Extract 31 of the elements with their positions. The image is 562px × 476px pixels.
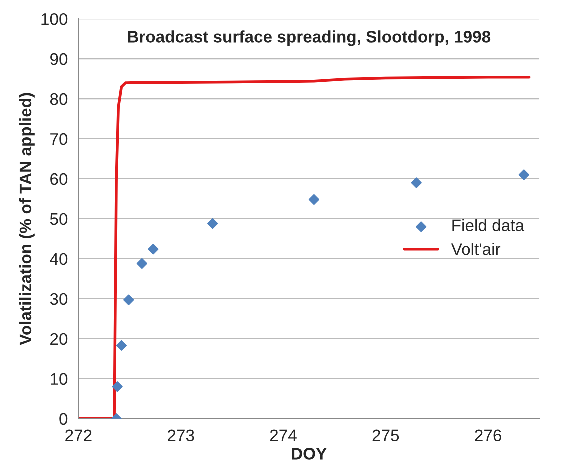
x-tick-label: 276 [475, 430, 502, 442]
x-tick-label: 272 [66, 430, 92, 442]
y-tick-label: 0 [60, 413, 68, 426]
point [411, 178, 422, 188]
point [208, 218, 218, 230]
line-series [78, 76, 531, 419]
y-tick-label: 100 [42, 13, 68, 26]
legend-label: Volt'air [451, 243, 501, 256]
x-tick-label: 274 [270, 430, 297, 442]
y-tick-label: 20 [50, 333, 68, 346]
point [518, 170, 530, 180]
y-tick-label: 30 [50, 293, 68, 306]
point [116, 340, 127, 352]
y-tick-label: 40 [50, 253, 68, 266]
text: Broadcast surface spreading, Slootdorp, 1998 [128, 30, 491, 46]
point [148, 244, 159, 255]
y-axis-title: Volatilization (% of TAN applied) [19, 93, 35, 346]
x-tick-label: 275 [372, 430, 400, 442]
y-tick-label: 90 [50, 53, 68, 66]
y-tick-label: 80 [50, 93, 68, 106]
y-tick-label: 60 [50, 173, 68, 186]
y-tick-label: 70 [50, 133, 68, 146]
x-tick-label: 273 [168, 430, 194, 442]
point [124, 294, 134, 306]
y-tick-label: 50 [50, 213, 68, 226]
legend-label: Field data [452, 219, 525, 232]
y-tick-label: 10 [51, 373, 68, 386]
x-axis-title: DOY [292, 448, 327, 460]
point [112, 382, 123, 392]
point [308, 194, 320, 206]
point [136, 258, 148, 270]
